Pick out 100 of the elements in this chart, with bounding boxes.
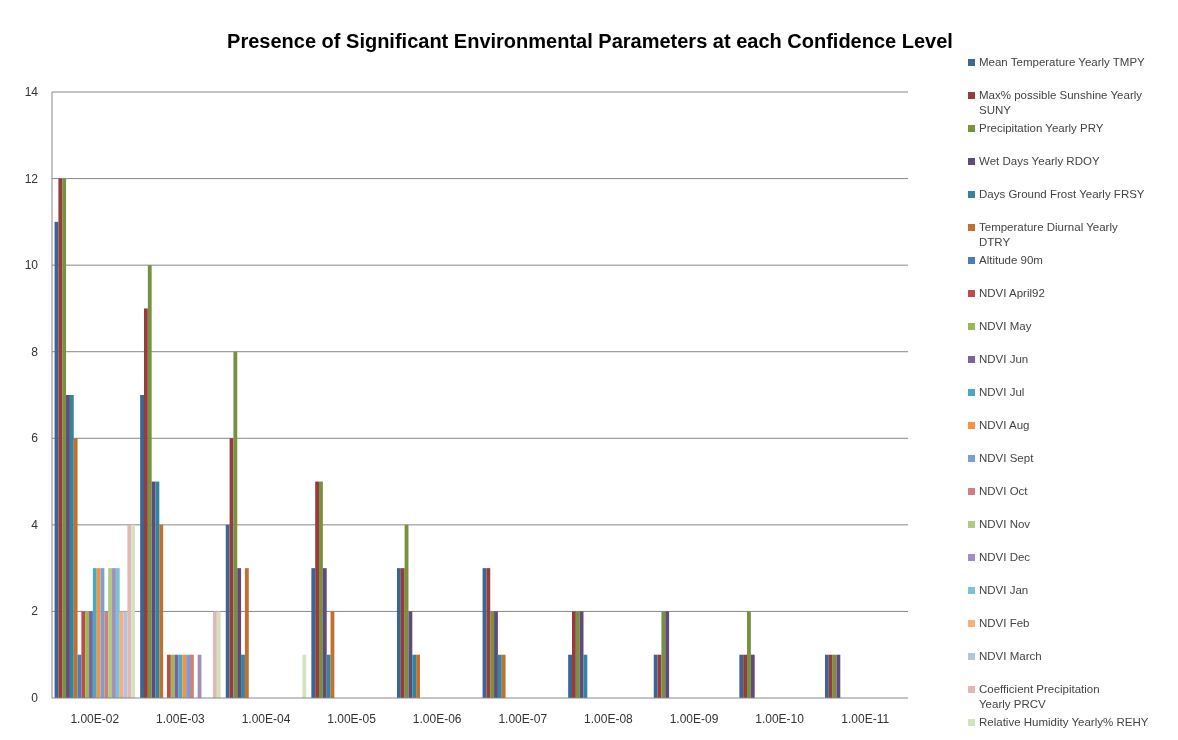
- bar: [212, 611, 217, 698]
- bar: [104, 611, 109, 698]
- x-tick-label: 1.00E-02: [70, 712, 120, 726]
- bar: [572, 611, 576, 698]
- bar: [155, 481, 160, 698]
- x-tick-label: 1.00E-04: [241, 712, 291, 726]
- legend-label: NDVI Sept: [979, 452, 1035, 464]
- bar: [66, 395, 70, 698]
- legend-label: Max% possible Sunshine Yearly SUNY: [979, 89, 1143, 116]
- bar: [743, 654, 748, 698]
- legend-label: Relative Humidity Yearly% REHY: [979, 716, 1149, 728]
- y-tick-label: 10: [24, 258, 39, 273]
- bar: [747, 611, 751, 698]
- bar: [412, 654, 417, 698]
- legend-label: NDVI May: [979, 320, 1032, 332]
- bar: [147, 265, 152, 698]
- bar: [828, 654, 833, 698]
- x-tick-label: 1.00E-07: [498, 712, 548, 726]
- bar: [311, 568, 316, 698]
- bar: [490, 611, 495, 698]
- legend-label: NDVI March: [979, 650, 1042, 662]
- legend-label: NDVI Dec: [979, 551, 1031, 563]
- bar: [144, 308, 148, 698]
- y-tick-label: 0: [31, 691, 39, 705]
- x-tick-label: 1.00E-03: [156, 712, 206, 726]
- bar: [497, 654, 502, 698]
- bar: [96, 568, 101, 698]
- bar: [140, 395, 144, 698]
- bar: [241, 654, 245, 698]
- bar: [486, 568, 491, 698]
- bar: [62, 178, 67, 698]
- legend-label: NDVI Feb: [979, 617, 1030, 629]
- bar: [661, 611, 666, 698]
- bar: [159, 524, 164, 698]
- x-tick-label: 1.00E-11: [841, 712, 890, 726]
- legend-label: NDVI Jun: [979, 353, 1029, 365]
- y-tick-label: 2: [31, 604, 39, 619]
- bar: [233, 351, 238, 698]
- bar: [237, 568, 242, 698]
- bar: [58, 178, 63, 698]
- legend-label: Precipitation Yearly PRY: [979, 122, 1104, 134]
- bar: [739, 654, 744, 698]
- bar: [89, 611, 93, 698]
- bar: [319, 481, 323, 698]
- x-tick-label: 1.00E-09: [669, 712, 719, 726]
- bar: [216, 611, 221, 698]
- legend-label: NDVI Jan: [979, 584, 1029, 596]
- legend-label: Wet Days Yearly RDOY: [979, 155, 1100, 167]
- bar: [408, 611, 413, 698]
- y-tick-label: 14: [24, 85, 39, 99]
- bar: [189, 654, 194, 698]
- bar: [836, 654, 841, 698]
- legend-label: Coefficient Precipitation Yearly PRCV: [979, 683, 1100, 710]
- bar: [127, 524, 132, 698]
- bar: [69, 395, 74, 698]
- y-tick-label: 12: [24, 171, 39, 186]
- x-tick-label: 1.00E-06: [412, 712, 462, 726]
- legend-label: NDVI Nov: [979, 518, 1031, 530]
- legend-label: Temperature Diurnal Yearly DTRY: [979, 221, 1118, 248]
- bar: [315, 481, 320, 698]
- bar: [186, 654, 190, 698]
- bar: [170, 654, 175, 698]
- legend-label: Days Ground Frost Yearly FRSY: [979, 188, 1145, 200]
- bar: [225, 524, 230, 698]
- bar: [115, 568, 120, 698]
- bar: [322, 568, 327, 698]
- bar: [119, 611, 124, 698]
- bar: [326, 654, 331, 698]
- bar: [400, 568, 405, 698]
- bar: [501, 654, 506, 698]
- legend-label: NDVI Oct: [979, 485, 1029, 497]
- y-tick-label: 6: [31, 431, 39, 446]
- bar: [416, 654, 420, 698]
- bar: [166, 654, 171, 698]
- bar: [396, 568, 401, 698]
- bar: [494, 611, 498, 698]
- legend-label: Mean Temperature Yearly TMPY: [979, 56, 1146, 68]
- legend-label: NDVI April92: [979, 287, 1045, 299]
- bar: [182, 654, 187, 698]
- bar: [750, 654, 755, 698]
- x-tick-label: 1.00E-05: [327, 712, 377, 726]
- chart-title: Presence of Significant Environmental Parameters at each Confidence Level: [227, 30, 953, 52]
- bar: [568, 654, 572, 698]
- y-tick-label: 4: [31, 517, 39, 532]
- bar: [824, 654, 829, 698]
- x-tick-label: 1.00E-08: [584, 712, 634, 726]
- y-tick-label: 8: [31, 344, 39, 359]
- bar: [131, 524, 136, 698]
- bar: [92, 568, 97, 698]
- x-tick-label: 1.00E-10: [755, 712, 805, 726]
- bar: [244, 568, 249, 698]
- legend-label: NDVI Jul: [979, 386, 1025, 398]
- bar: [653, 654, 658, 698]
- bar: [112, 568, 116, 698]
- bar: [575, 611, 580, 698]
- bar: [665, 611, 670, 698]
- bar: [85, 611, 90, 698]
- bar: [73, 438, 78, 698]
- bar: [81, 611, 86, 698]
- bar: [302, 654, 307, 698]
